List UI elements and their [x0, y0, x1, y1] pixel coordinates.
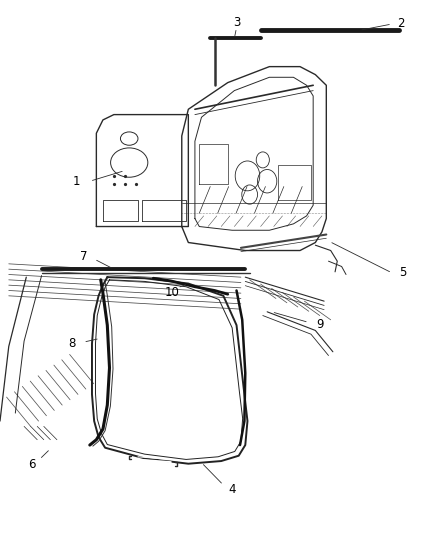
Text: 7: 7	[80, 251, 88, 263]
Text: 4: 4	[228, 483, 236, 496]
Text: 1: 1	[73, 175, 81, 188]
Text: 2: 2	[397, 18, 405, 30]
Text: 9: 9	[316, 318, 324, 330]
Text: 3: 3	[233, 16, 240, 29]
Text: 10: 10	[164, 286, 179, 298]
Text: 8: 8	[69, 337, 76, 350]
Text: 6: 6	[28, 458, 35, 471]
Text: 5: 5	[399, 266, 406, 279]
